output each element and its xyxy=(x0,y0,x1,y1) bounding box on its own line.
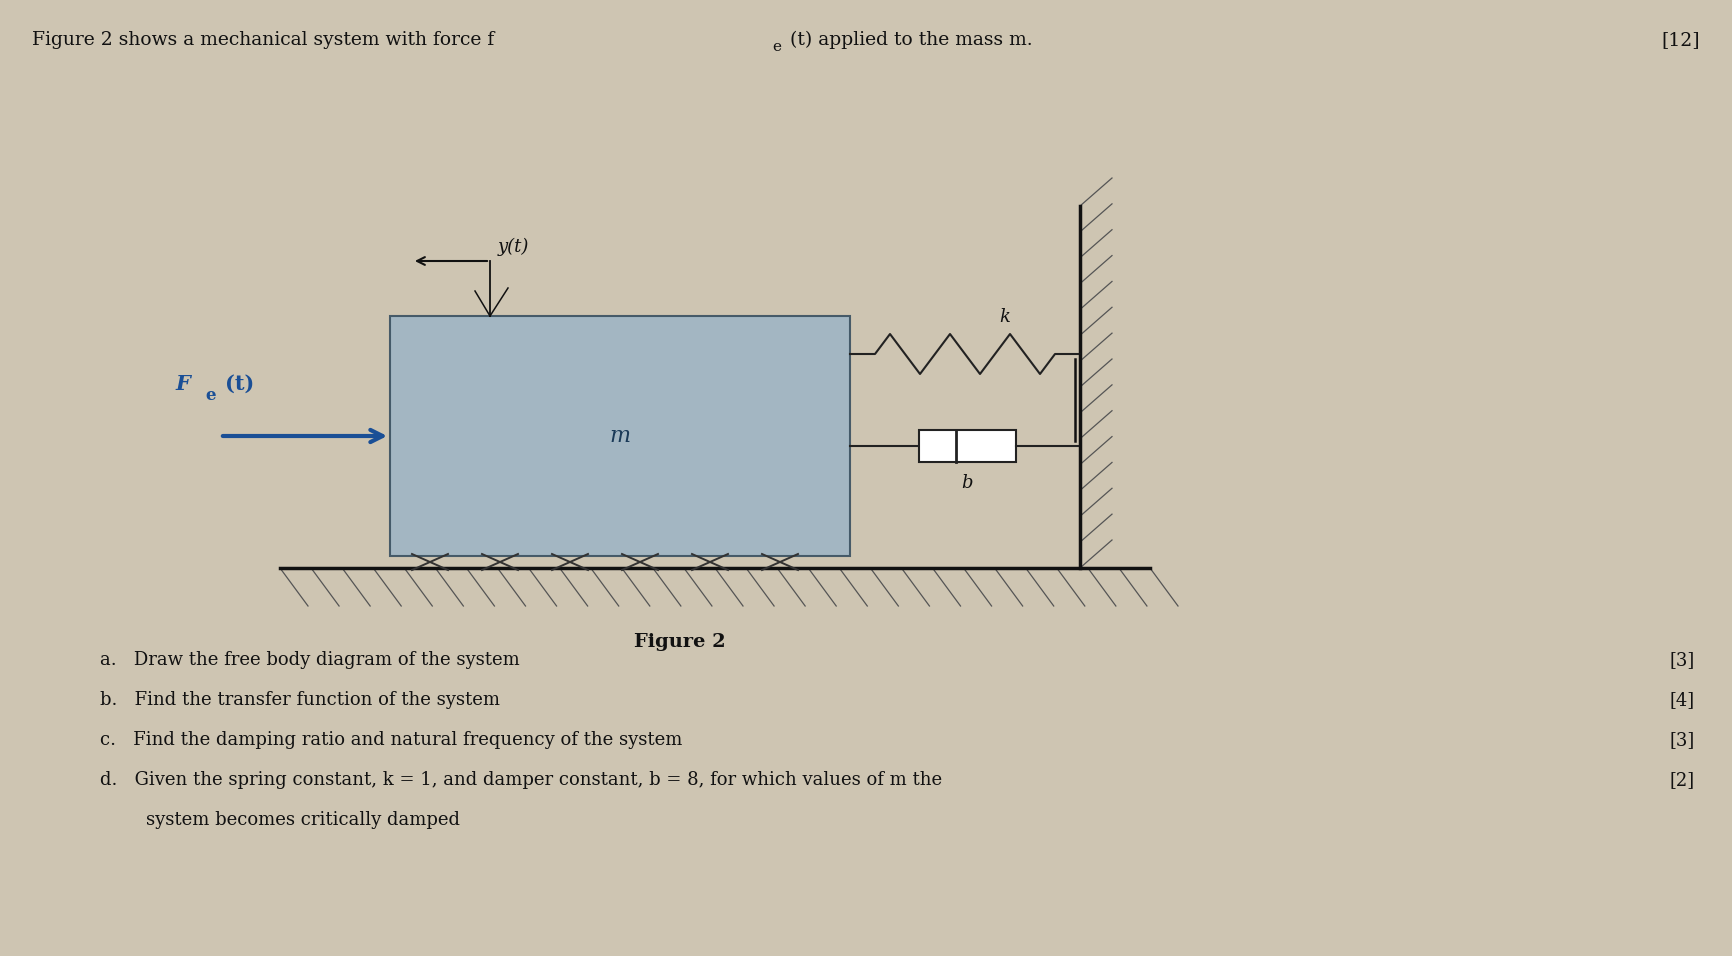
Text: y(t): y(t) xyxy=(497,238,528,256)
Bar xyxy=(390,316,849,556)
Text: [12]: [12] xyxy=(1661,31,1699,49)
Text: c.   Find the damping ratio and natural frequency of the system: c. Find the damping ratio and natural fr… xyxy=(100,731,682,749)
Text: [3]: [3] xyxy=(1670,731,1694,749)
Text: Figure 2 shows a mechanical system with force f: Figure 2 shows a mechanical system with … xyxy=(31,31,494,49)
Text: m: m xyxy=(610,425,630,447)
Bar xyxy=(918,430,1015,462)
Text: a.   Draw the free body diagram of the system: a. Draw the free body diagram of the sys… xyxy=(100,651,520,669)
Text: F: F xyxy=(175,374,191,394)
Text: e: e xyxy=(771,40,781,54)
Text: [2]: [2] xyxy=(1670,771,1694,789)
Text: b: b xyxy=(961,474,972,492)
Text: e: e xyxy=(204,387,215,404)
Text: k: k xyxy=(999,308,1010,326)
Text: [4]: [4] xyxy=(1670,691,1694,709)
Text: (t) applied to the mass m.: (t) applied to the mass m. xyxy=(790,31,1032,50)
Text: Figure 2: Figure 2 xyxy=(634,633,726,651)
Text: [3]: [3] xyxy=(1670,651,1694,669)
Text: d.   Given the spring constant, k = 1, and damper constant, b = 8, for which val: d. Given the spring constant, k = 1, and… xyxy=(100,771,942,789)
Text: system becomes critically damped: system becomes critically damped xyxy=(100,811,459,829)
Text: (t): (t) xyxy=(225,374,255,394)
Text: b.   Find the transfer function of the system: b. Find the transfer function of the sys… xyxy=(100,691,501,709)
